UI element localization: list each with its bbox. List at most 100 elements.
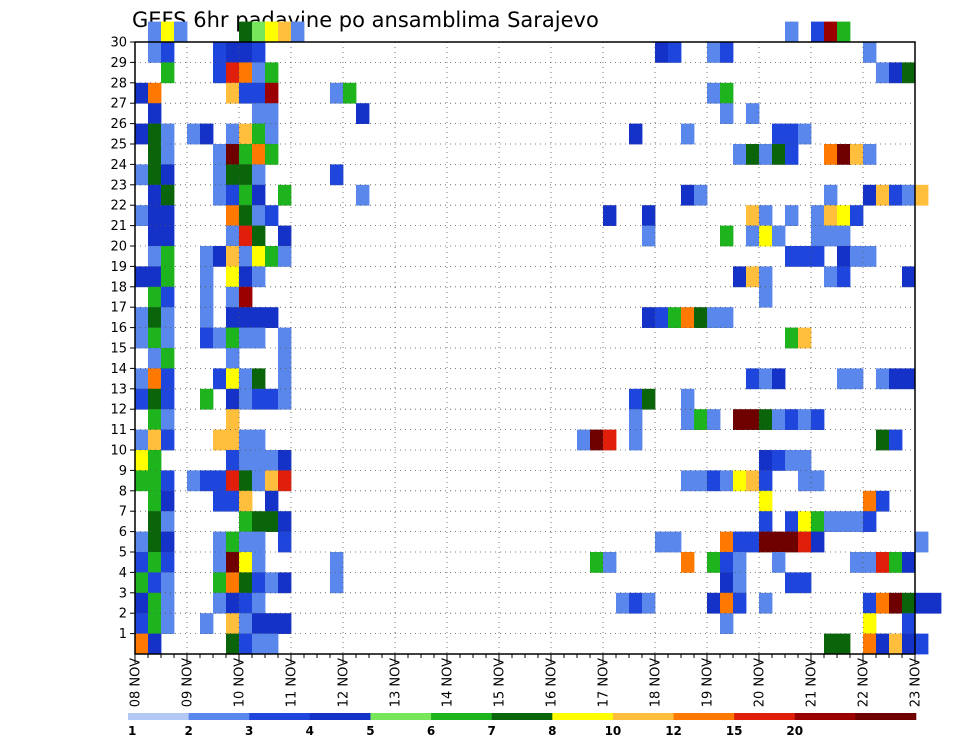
heatmap-cell	[330, 572, 344, 594]
heatmap-cell	[642, 307, 656, 328]
x-tick-label: 22 NOV	[857, 658, 872, 707]
heatmap-cell	[824, 184, 838, 206]
heatmap-cell	[655, 531, 669, 553]
heatmap-cell	[148, 42, 162, 63]
heatmap-cell	[226, 490, 240, 512]
heatmap-cell	[239, 552, 253, 573]
heatmap-cell	[824, 511, 838, 532]
heatmap-cell	[876, 184, 890, 206]
heatmap-cell	[148, 144, 162, 165]
heatmap-cell	[135, 633, 149, 655]
heatmap-cell	[694, 470, 708, 492]
heatmap-cell	[148, 123, 162, 145]
heatmap-cell	[785, 21, 799, 43]
heatmap-cell	[720, 613, 734, 634]
y-tick-label: 14	[110, 362, 127, 377]
heatmap-cell	[824, 633, 838, 655]
heatmap-cell	[135, 531, 149, 553]
heatmap-cell	[928, 592, 942, 614]
legend-swatch	[431, 713, 492, 720]
heatmap-cell	[252, 246, 266, 267]
heatmap-cell	[226, 348, 240, 369]
y-tick-label: 4	[119, 566, 127, 581]
heatmap-cell	[239, 286, 253, 308]
heatmap-cell	[226, 592, 240, 614]
heatmap-cell	[278, 246, 292, 267]
heatmap-cell	[239, 246, 253, 267]
legend-swatch	[552, 713, 614, 720]
heatmap-cell	[863, 592, 877, 614]
heatmap-cell	[811, 21, 825, 43]
heatmap-cell	[746, 144, 760, 165]
heatmap-cell	[759, 450, 773, 471]
heatmap-cell	[733, 572, 747, 594]
heatmap-cell	[239, 327, 253, 349]
heatmap-cell	[863, 511, 877, 532]
heatmap-cell	[265, 490, 279, 512]
heatmap-cell	[876, 592, 890, 614]
heatmap-cell	[837, 368, 851, 390]
heatmap-cell	[733, 144, 747, 165]
heatmap-cell	[746, 368, 760, 390]
heatmap-cell	[226, 409, 240, 430]
heatmap-cell	[135, 327, 149, 349]
heatmap-cell	[720, 225, 734, 247]
heatmap-cell	[772, 531, 786, 553]
heatmap-cell	[252, 613, 266, 634]
heatmap-cell	[278, 21, 292, 43]
heatmap-cell	[161, 307, 175, 328]
legend-label: 10	[605, 724, 622, 738]
color-legend: 1 2 3 4 5 6 7 8 10 12 15 20	[128, 713, 917, 738]
heatmap-cell	[629, 409, 643, 430]
heatmap-cell	[161, 429, 175, 451]
heatmap-cell	[161, 42, 175, 63]
y-tick-label: 16	[110, 321, 127, 336]
heatmap-cell	[200, 613, 214, 634]
heatmap-cell	[226, 42, 240, 63]
heatmap-cell	[278, 511, 292, 532]
heatmap-cell	[213, 327, 227, 349]
heatmap-cell	[148, 103, 162, 124]
heatmap-cell	[148, 225, 162, 247]
legend-swatch	[734, 713, 796, 720]
heatmap-cell	[135, 572, 149, 594]
heatmap-cell	[135, 388, 149, 410]
heatmap-cell	[148, 205, 162, 226]
heatmap-cell	[135, 613, 149, 634]
heatmap-cell	[161, 62, 175, 84]
heatmap-cell	[863, 184, 877, 206]
y-tick-label: 25	[110, 138, 127, 153]
heatmap-cell	[798, 409, 812, 430]
heatmap-cell	[837, 225, 851, 247]
heatmap-cell	[200, 286, 214, 308]
legend-swatch	[794, 713, 856, 720]
heatmap-cell	[226, 552, 240, 573]
heatmap-cell	[902, 266, 916, 288]
heatmap-cell	[239, 123, 253, 145]
heatmap-cell	[226, 307, 240, 328]
y-tick-label: 6	[119, 525, 127, 540]
heatmap-cell	[252, 144, 266, 165]
heatmap-cell	[239, 572, 253, 594]
heatmap-cell	[148, 368, 162, 390]
heatmap-cell	[161, 511, 175, 532]
heatmap-cell	[772, 144, 786, 165]
heatmap-cell	[733, 409, 747, 430]
heatmap-cell	[837, 633, 851, 655]
heatmap-cell	[239, 42, 253, 63]
heatmap-cell	[811, 225, 825, 247]
heatmap-cell	[330, 552, 344, 573]
heatmap-cell	[148, 388, 162, 410]
heatmap-cell	[239, 368, 253, 390]
heatmap-cell	[811, 409, 825, 430]
heatmap-cell	[239, 21, 253, 43]
heatmap-cell	[148, 633, 162, 655]
heatmap-cell	[824, 266, 838, 288]
heatmap-cell	[226, 470, 240, 492]
heatmap-cell	[239, 490, 253, 512]
heatmap-cell	[291, 21, 305, 43]
heatmap-cell	[798, 327, 812, 349]
heatmap-cell	[915, 184, 929, 206]
y-tick-label: 9	[119, 464, 127, 479]
heatmap-cell	[642, 592, 656, 614]
